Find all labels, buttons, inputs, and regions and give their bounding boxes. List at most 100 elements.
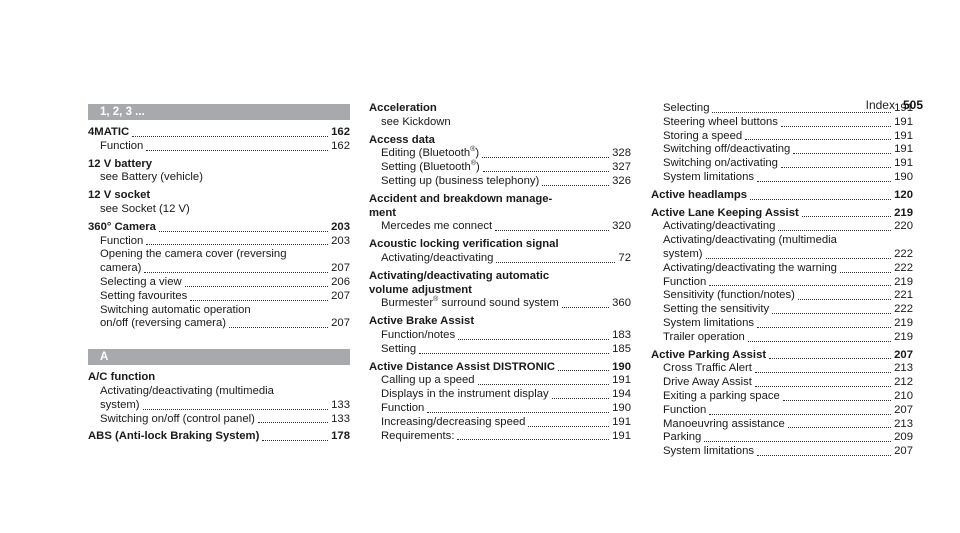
page-ref: 207	[331, 317, 350, 330]
sub-entry: Switching off/deactivating	[663, 143, 791, 156]
entry-heading-cont: ment	[369, 206, 396, 219]
index-entry: 4MATIC 162 Function 162	[88, 126, 350, 154]
section-band-a: A	[88, 349, 350, 366]
page-ref: 191	[894, 143, 913, 156]
sub-entry: Sensitivity (function/notes)	[663, 289, 795, 302]
page-ref: 120	[894, 188, 913, 201]
page-ref: 191	[612, 415, 631, 428]
sub-entry: Activating/deactivating (multimedia	[100, 384, 274, 397]
page-ref: 222	[894, 261, 913, 274]
page-ref: 190	[894, 170, 913, 183]
page-number: 505	[902, 98, 923, 112]
page-ref: 191	[894, 102, 913, 114]
entry-heading: 360° Camera	[88, 220, 156, 233]
sub-entry: Manoeuvring assistance	[663, 417, 785, 430]
index-entry: Accident and breakdown manage- ment Merc…	[369, 193, 631, 234]
entry-heading: Active Brake Assist	[369, 315, 475, 328]
page-header: Index 505	[866, 98, 923, 112]
entry-heading: Active Parking Assist	[651, 348, 767, 361]
sub-entry: Calling up a speed	[381, 374, 475, 387]
sub-entry: Mercedes me connect	[381, 220, 493, 233]
sub-entry: Requirements:	[381, 429, 455, 442]
sub-entry: Function	[100, 234, 144, 247]
sub-entry: Setting (Bluetooth®)	[381, 160, 480, 174]
page-ref: 194	[612, 388, 631, 401]
header-title: Index	[865, 98, 895, 112]
sub-entry: Storing a speed	[663, 129, 743, 142]
index-entry: Active Brake Assist Function/notes 183 Se…	[369, 315, 631, 356]
sub-entry: System limitations	[663, 316, 755, 329]
sub-entry: Exiting a parking space	[663, 389, 780, 402]
page-ref: 327	[612, 161, 631, 174]
page-ref: 209	[894, 431, 913, 444]
sub-entry: Setting up (business telephony)	[381, 174, 540, 187]
sub-entry: Cross Traffic Alert	[663, 362, 752, 375]
sub-entry: Activating/deactivating (multimedia	[663, 234, 837, 247]
page-ref: 210	[894, 389, 913, 402]
page-ref: 191	[612, 429, 631, 442]
page-ref: 219	[894, 316, 913, 329]
index-column-3: Selecting 191 Steering wheel buttons 191 S…	[651, 102, 913, 463]
entry-heading: 12 V battery	[88, 157, 153, 170]
entry-heading: ABS (Anti-lock Braking System)	[88, 430, 260, 443]
page-ref: 190	[612, 360, 631, 373]
sub-entry: System limitations	[663, 445, 755, 458]
index-entry: Acceleration see Kickdown	[369, 102, 631, 130]
page-ref: 72	[618, 251, 631, 264]
entry-heading: A/C function	[88, 371, 156, 384]
page-ref: 320	[612, 220, 631, 233]
page-ref: 133	[331, 398, 350, 411]
index-entry: Acoustic locking verification signal Act…	[369, 238, 631, 266]
sub-entry: Displays in the instrument display	[381, 388, 549, 401]
sub-entry: Switching on/off (control panel)	[100, 412, 255, 425]
index-entry: Activating/deactivating automatic volume…	[369, 270, 631, 311]
index-entry: 12 V socket see Socket (12 V)	[88, 189, 350, 217]
page-ref: 222	[894, 303, 913, 316]
sub-entry: Steering wheel buttons	[663, 115, 778, 128]
page-ref: 207	[331, 289, 350, 302]
page-ref: 191	[612, 374, 631, 387]
page-ref: 219	[894, 330, 913, 343]
entry-heading: Acoustic locking verification signal	[369, 238, 559, 251]
index-entry: Active Parking Assist 207 Cross Traffic A…	[651, 349, 913, 459]
index-entry: Active Distance Assist DISTRONIC 190 Call…	[369, 361, 631, 444]
sub-entry: Parking	[663, 431, 702, 444]
sub-entry: Setting favourites	[100, 289, 188, 302]
entry-heading: 12 V socket	[88, 189, 151, 202]
page-ref: 360	[612, 297, 631, 310]
see-reference: see Kickdown	[381, 115, 451, 128]
sub-entry-cont: on/off (reversing camera)	[100, 317, 226, 330]
entry-heading: 4MATIC	[88, 126, 130, 138]
sub-entry: Opening the camera cover (reversing	[100, 248, 287, 261]
page-ref: 162	[331, 139, 350, 152]
sub-entry: Burmester® surround sound system	[381, 296, 559, 310]
entry-heading: Active Distance Assist DISTRONIC	[369, 360, 556, 373]
entry-heading: Active headlamps	[651, 188, 748, 201]
sub-entry: Setting	[381, 342, 417, 355]
page-ref: 222	[894, 247, 913, 260]
entry-heading: Acceleration	[369, 102, 437, 114]
index-entry: A/C function Activating/deactivating (mu…	[88, 371, 350, 426]
sub-entry: System limitations	[663, 170, 755, 183]
page-ref: 326	[612, 174, 631, 187]
page-ref: 220	[894, 220, 913, 233]
index-entry: Active headlamps 120	[651, 189, 913, 203]
page-ref: 207	[331, 262, 350, 275]
sub-entry: Function	[663, 403, 707, 416]
page-ref: 213	[894, 417, 913, 430]
sub-entry: Drive Away Assist	[663, 376, 752, 389]
sub-entry: Activating/deactivating	[663, 220, 776, 233]
page-ref: 191	[894, 157, 913, 170]
entry-heading: Accident and breakdown manage-	[369, 192, 553, 205]
page-ref: 219	[894, 275, 913, 288]
sub-entry-cont: system)	[663, 247, 703, 260]
page-ref: 185	[612, 342, 631, 355]
page-ref: 212	[894, 376, 913, 389]
page-ref: 203	[331, 220, 350, 233]
sub-entry: Function/notes	[381, 328, 456, 341]
page-ref: 219	[894, 206, 913, 219]
sub-entry: Activating/deactivating	[381, 251, 494, 264]
sub-entry: Trailer operation	[663, 330, 745, 343]
sub-entry: Setting the sensitivity	[663, 303, 770, 316]
index-entry: 360° Camera 203 Function 203 Opening the c…	[88, 221, 350, 331]
